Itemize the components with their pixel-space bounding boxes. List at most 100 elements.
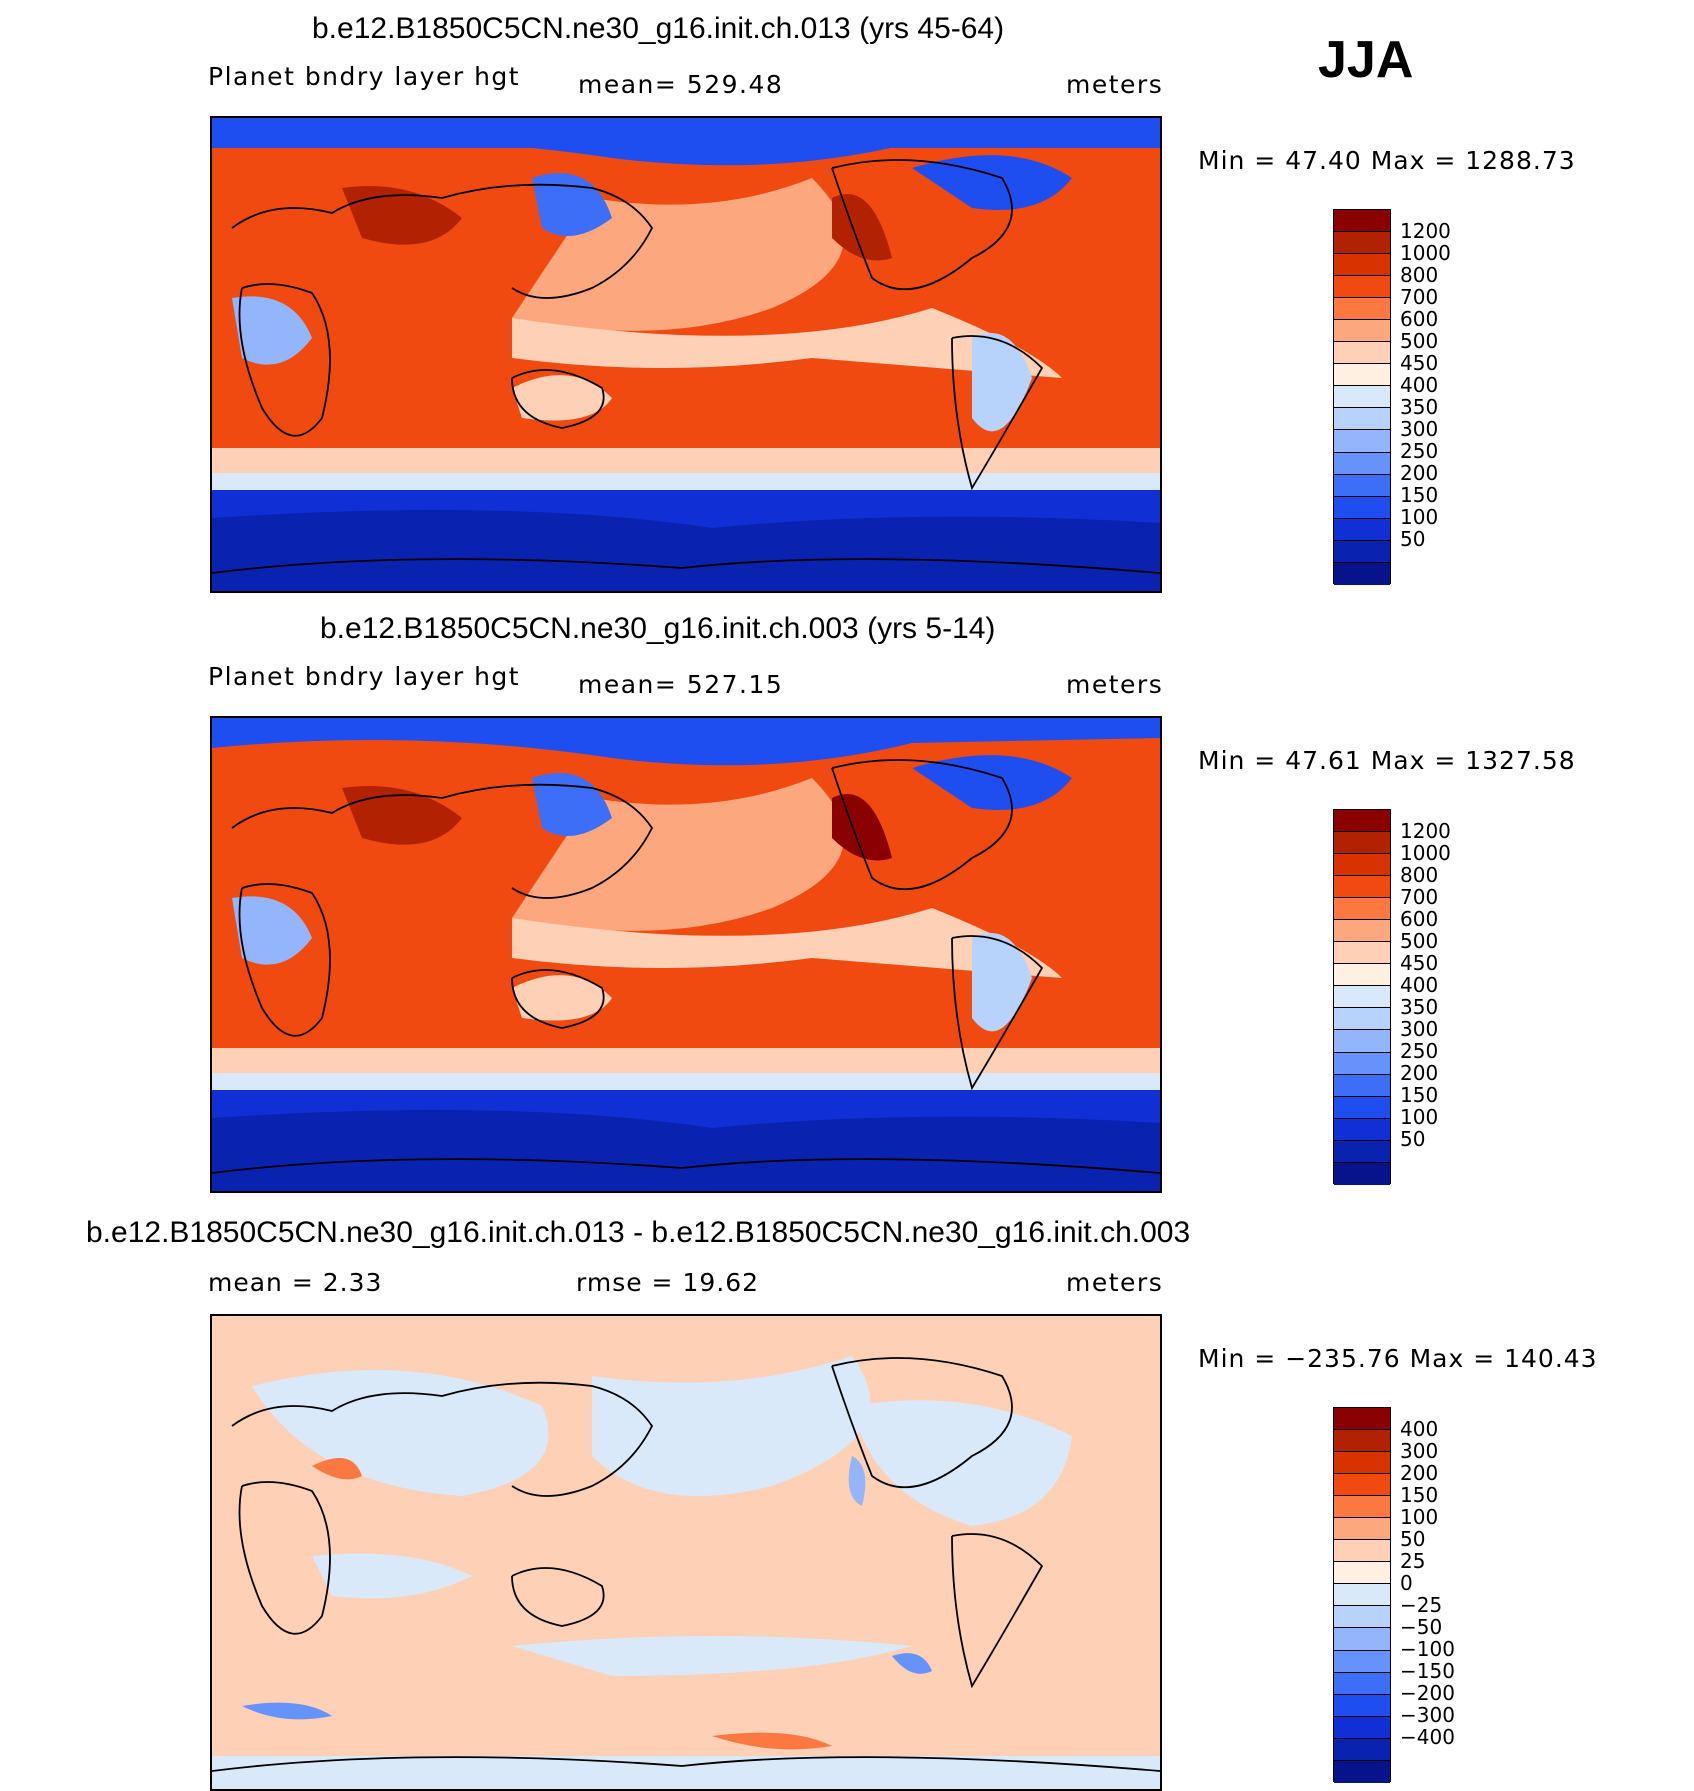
colorbar-tick: 200: [1400, 461, 1439, 485]
colorbar-swatch: [1334, 1452, 1390, 1475]
colorbar-tick: 200: [1400, 1061, 1439, 1085]
colorbar-swatch: [1334, 1118, 1390, 1141]
panel1-minmax: Min = 47.40 Max = 1288.73: [1198, 146, 1576, 175]
colorbar-tick: −100: [1400, 1637, 1455, 1661]
colorbar-tick: 700: [1400, 285, 1439, 309]
panel3-map: [210, 1314, 1162, 1791]
colorbar-tick: 400: [1400, 373, 1439, 397]
colorbar-swatch: [1334, 386, 1390, 409]
colorbar-tick: 600: [1400, 907, 1439, 931]
colorbar-swatch: [1334, 1408, 1390, 1431]
colorbar-swatch: [1334, 1430, 1390, 1453]
colorbar-swatch: [1334, 276, 1390, 299]
colorbar-tick: 1200: [1400, 219, 1451, 243]
colorbar-tick: −200: [1400, 1681, 1455, 1705]
colorbar-swatch: [1334, 810, 1390, 833]
colorbar-tick: 150: [1400, 1083, 1439, 1107]
colorbar-swatch: [1334, 540, 1390, 563]
colorbar-tick: 500: [1400, 929, 1439, 953]
panel2-colorbar-ticks: 1200 1000 800 700 600 500 450 400 350 30…: [1400, 809, 1480, 1184]
colorbar-tick: 1200: [1400, 819, 1451, 843]
colorbar-tick: 100: [1400, 1105, 1439, 1129]
panel2-variable: Planet bndry layer hgt: [208, 662, 521, 691]
colorbar-swatch: [1334, 832, 1390, 855]
colorbar-tick: −150: [1400, 1659, 1455, 1683]
colorbar-swatch: [1334, 232, 1390, 255]
colorbar-swatch: [1334, 1672, 1390, 1695]
colorbar-tick: −300: [1400, 1703, 1455, 1727]
colorbar-swatch: [1334, 920, 1390, 943]
colorbar-tick: −50: [1400, 1615, 1443, 1639]
colorbar-swatch: [1334, 562, 1390, 585]
colorbar-swatch: [1334, 1584, 1390, 1607]
colorbar-swatch: [1334, 342, 1390, 365]
panel1-colorbar-ticks: 1200 1000 800 700 600 500 450 400 350 30…: [1400, 209, 1480, 584]
colorbar-tick: 800: [1400, 263, 1439, 287]
panel2-mean: mean= 527.15: [578, 670, 784, 699]
colorbar-tick: 150: [1400, 1483, 1439, 1507]
colorbar-swatch: [1334, 430, 1390, 453]
colorbar-swatch: [1334, 452, 1390, 475]
colorbar-tick: 50: [1400, 527, 1426, 551]
colorbar-tick: 400: [1400, 1417, 1439, 1441]
panel2-units: meters: [1066, 670, 1164, 699]
colorbar-swatch: [1334, 496, 1390, 519]
colorbar-tick: 50: [1400, 1127, 1426, 1151]
panel1-title: b.e12.B1850C5CN.ne30_g16.init.ch.013 (yr…: [312, 12, 1005, 45]
panel1-units: meters: [1066, 70, 1164, 99]
colorbar-swatch: [1334, 1096, 1390, 1119]
panel3-mean: mean = 2.33: [208, 1268, 383, 1297]
colorbar-tick: 300: [1400, 417, 1439, 441]
colorbar-tick: 0: [1400, 1571, 1413, 1595]
colorbar-swatch: [1334, 320, 1390, 343]
colorbar-swatch: [1334, 1030, 1390, 1053]
colorbar-swatch: [1334, 1074, 1390, 1097]
panel2-map: [210, 716, 1162, 1193]
colorbar-tick: 350: [1400, 395, 1439, 419]
colorbar-tick: 1000: [1400, 241, 1451, 265]
colorbar-swatch: [1334, 1562, 1390, 1585]
colorbar-tick: 150: [1400, 483, 1439, 507]
panel3-colorbar: [1333, 1407, 1391, 1783]
colorbar-swatch: [1334, 1760, 1390, 1783]
panel3-rmse: rmse = 19.62: [576, 1268, 760, 1297]
colorbar-swatch: [1334, 518, 1390, 541]
colorbar-swatch: [1334, 1694, 1390, 1717]
colorbar-swatch: [1334, 964, 1390, 987]
panel1-mean: mean= 529.48: [578, 70, 784, 99]
colorbar-swatch: [1334, 942, 1390, 965]
colorbar-swatch: [1334, 364, 1390, 387]
colorbar-swatch: [1334, 1540, 1390, 1563]
season-label: JJA: [1318, 31, 1414, 89]
colorbar-swatch: [1334, 876, 1390, 899]
panel1-variable: Planet bndry layer hgt: [208, 62, 521, 91]
panel3-units: meters: [1066, 1268, 1164, 1297]
colorbar-swatch: [1334, 1716, 1390, 1739]
colorbar-tick: 100: [1400, 505, 1439, 529]
colorbar-tick: 500: [1400, 329, 1439, 353]
colorbar-swatch: [1334, 1738, 1390, 1761]
colorbar-swatch: [1334, 408, 1390, 431]
colorbar-tick: 800: [1400, 863, 1439, 887]
colorbar-swatch: [1334, 1474, 1390, 1497]
colorbar-tick: 25: [1400, 1549, 1426, 1573]
colorbar-tick: −25: [1400, 1593, 1443, 1617]
colorbar-swatch: [1334, 1162, 1390, 1185]
colorbar-swatch: [1334, 898, 1390, 921]
colorbar-tick: 250: [1400, 1039, 1439, 1063]
panel3-minmax: Min = −235.76 Max = 140.43: [1198, 1344, 1598, 1373]
colorbar-swatch: [1334, 1140, 1390, 1163]
colorbar-swatch: [1334, 1008, 1390, 1031]
colorbar-tick: 350: [1400, 995, 1439, 1019]
colorbar-tick: −400: [1400, 1725, 1455, 1749]
colorbar-tick: 300: [1400, 1439, 1439, 1463]
colorbar-tick: 200: [1400, 1461, 1439, 1485]
colorbar-tick: 600: [1400, 307, 1439, 331]
colorbar-tick: 300: [1400, 1017, 1439, 1041]
colorbar-swatch: [1334, 1606, 1390, 1629]
colorbar-swatch: [1334, 1052, 1390, 1075]
colorbar-tick: 700: [1400, 885, 1439, 909]
colorbar-tick: 50: [1400, 1527, 1426, 1551]
colorbar-swatch: [1334, 1496, 1390, 1519]
colorbar-swatch: [1334, 986, 1390, 1009]
